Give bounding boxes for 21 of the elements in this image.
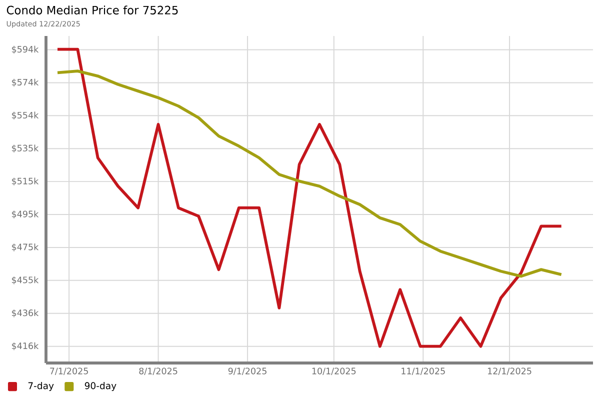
x-tick-label: 10/1/2025 bbox=[312, 368, 356, 376]
y-tick-label: $455k bbox=[12, 276, 39, 284]
y-tick-label: $475k bbox=[12, 243, 39, 252]
chart-title: Condo Median Price for 75225 bbox=[6, 6, 178, 14]
legend-label: 7-day bbox=[28, 382, 54, 392]
line-series bbox=[56, 48, 563, 348]
x-tick-label: 7/1/2025 bbox=[50, 368, 88, 376]
legend-label: 90-day bbox=[84, 382, 116, 392]
line-series bbox=[56, 70, 563, 278]
y-tick-label: $554k bbox=[12, 112, 39, 120]
y-tick-label: $495k bbox=[12, 210, 39, 218]
y-tick-label: $416k bbox=[12, 342, 39, 350]
y-tick-label: $574k bbox=[12, 78, 39, 87]
y-tick-label: $594k bbox=[12, 46, 39, 54]
y-tick-label: $535k bbox=[12, 144, 39, 153]
x-tick-label: 11/1/2025 bbox=[402, 368, 445, 376]
y-tick-label: $436k bbox=[12, 309, 39, 318]
x-tick-label: 12/1/2025 bbox=[488, 368, 532, 376]
x-tick-label: 8/1/2025 bbox=[139, 368, 178, 376]
x-tick-label: 9/1/2025 bbox=[228, 368, 266, 376]
y-tick-label: $515k bbox=[12, 178, 39, 186]
